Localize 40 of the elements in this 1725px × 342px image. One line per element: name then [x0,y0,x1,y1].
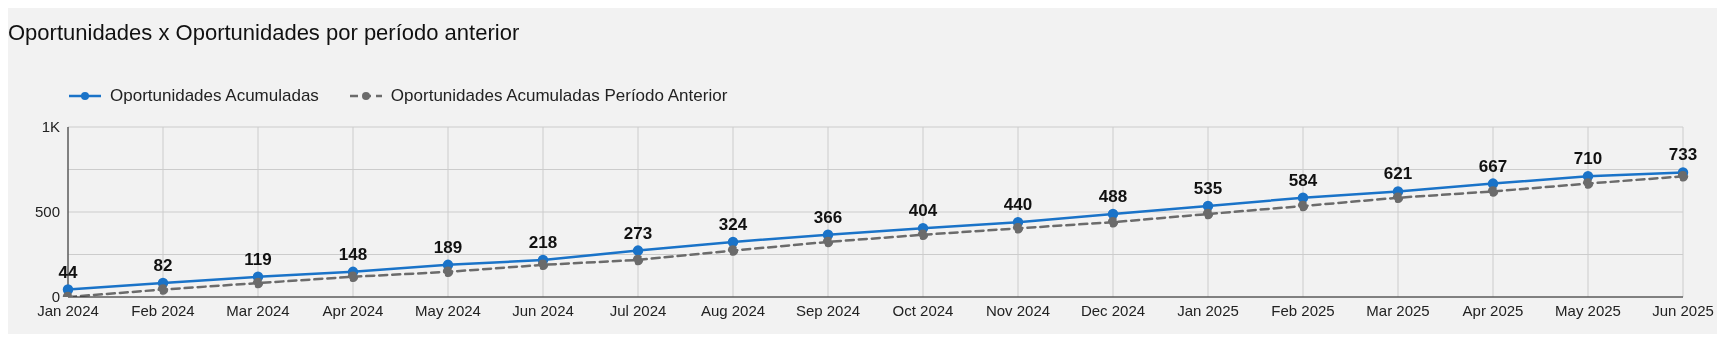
x-tick-label: Feb 2025 [1271,301,1335,319]
x-tick-label: Feb 2024 [131,301,195,319]
data-label: 733 [1668,145,1698,165]
data-label: 621 [1383,164,1413,184]
y-tick-label: 1K [41,118,60,136]
data-label: 535 [1193,179,1223,199]
data-label: 119 [244,249,272,269]
x-tick-label: Jul 2024 [609,301,667,319]
data-label: 366 [813,207,843,227]
data-label: 189 [433,237,463,257]
data-label: 148 [338,244,368,264]
x-tick-label: Mar 2024 [226,301,290,319]
data-label: 324 [718,214,748,234]
x-tick-label: Mar 2025 [1366,301,1430,319]
data-label: 273 [623,223,653,243]
data-label: 584 [1288,170,1318,190]
data-label: 667 [1478,156,1508,176]
x-tick-label: Apr 2025 [1462,301,1524,319]
data-label: 82 [153,256,173,276]
x-tick-label: Aug 2024 [700,301,766,319]
x-tick-label: May 2024 [415,301,481,319]
data-label: 218 [528,232,558,252]
chart-title: Oportunidades x Oportunidades por período anterior [8,20,520,46]
x-tick-label: Jun 2025 [1652,301,1714,319]
x-tick-label: Oct 2024 [892,301,954,319]
x-tick-label: Jun 2024 [512,301,574,319]
data-label: 488 [1098,187,1128,207]
data-label: 44 [58,262,78,282]
x-tick-label: May 2025 [1555,301,1621,319]
x-tick-label: Dec 2024 [1080,301,1146,319]
x-tick-label: Apr 2024 [322,301,384,319]
legend-label: Oportunidades Acumuladas Período Anterior [390,86,728,106]
legend-label: Oportunidades Acumuladas [110,86,319,106]
data-label: 440 [1003,195,1033,215]
y-tick-label: 500 [34,203,60,221]
x-tick-label: Nov 2024 [985,301,1051,319]
data-label: 710 [1573,149,1603,169]
data-label: 404 [908,201,938,221]
x-tick-label: Sep 2024 [795,301,861,319]
x-tick-label: Jan 2025 [1177,301,1239,319]
